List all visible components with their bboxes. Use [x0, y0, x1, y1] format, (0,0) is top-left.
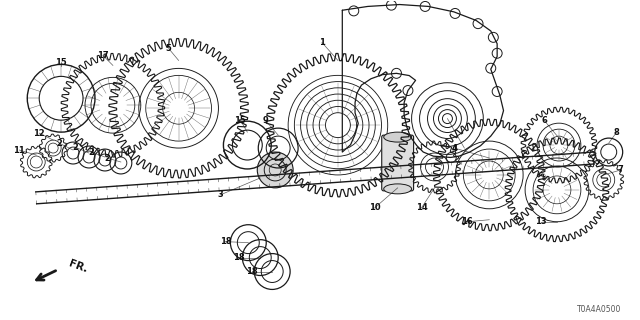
Text: 9: 9	[262, 116, 268, 125]
Text: 5: 5	[166, 44, 172, 53]
Text: T0A4A0500: T0A4A0500	[577, 305, 621, 314]
Text: 11: 11	[13, 146, 25, 155]
Ellipse shape	[384, 132, 412, 142]
Text: 7: 7	[618, 165, 623, 174]
Text: 17: 17	[97, 51, 109, 60]
Text: 18: 18	[232, 253, 244, 262]
Text: 1: 1	[319, 38, 325, 47]
Text: 10: 10	[369, 203, 381, 212]
Text: 2: 2	[104, 154, 110, 163]
Text: 18: 18	[220, 237, 231, 246]
Text: 15: 15	[55, 58, 67, 67]
Text: 14: 14	[416, 203, 428, 212]
Text: 6: 6	[541, 116, 547, 125]
Text: 12: 12	[33, 129, 45, 138]
Text: 16: 16	[461, 217, 473, 226]
Text: 13: 13	[535, 217, 547, 226]
Text: 4: 4	[451, 144, 458, 153]
Ellipse shape	[384, 184, 412, 194]
Text: 2: 2	[88, 148, 94, 156]
Text: FR.: FR.	[67, 259, 89, 275]
Text: 3: 3	[218, 190, 223, 199]
Text: 15: 15	[234, 116, 246, 125]
Text: 2: 2	[72, 142, 78, 152]
FancyBboxPatch shape	[381, 135, 413, 191]
Text: 2: 2	[56, 139, 62, 148]
Text: 18: 18	[246, 267, 258, 276]
Text: 8: 8	[614, 128, 620, 137]
Text: 4: 4	[451, 144, 458, 153]
Circle shape	[257, 152, 293, 188]
